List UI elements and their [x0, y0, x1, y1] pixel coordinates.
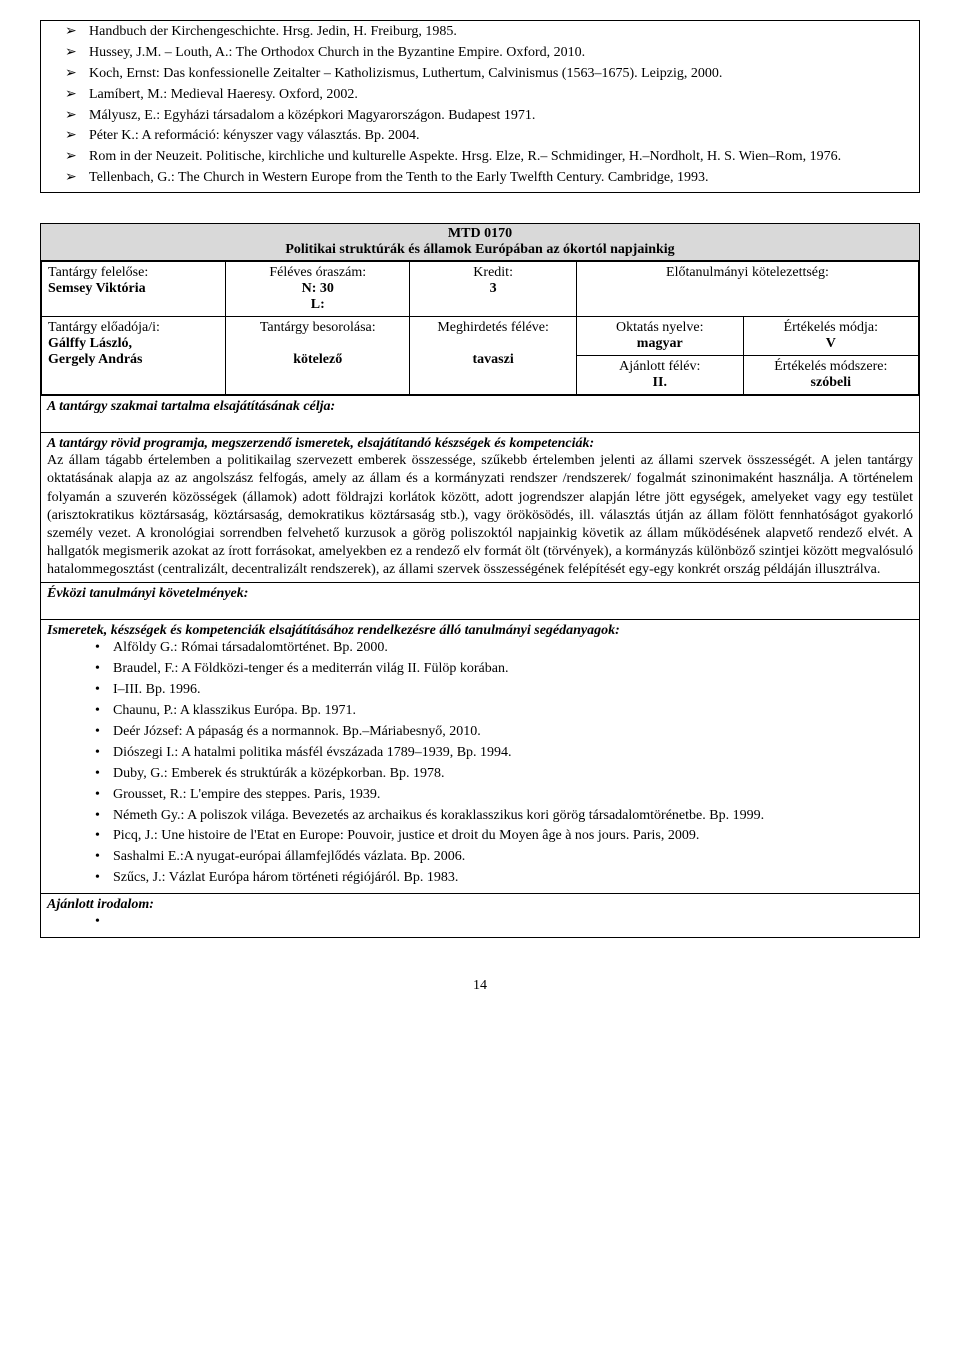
cell-lecturer: Tantárgy előadója/i: Gálffy László, Gerg…	[42, 317, 226, 395]
list-item: Deér József: A pápaság és a normannok. B…	[95, 723, 913, 742]
label-lecturer: Tantárgy előadója/i:	[48, 320, 160, 335]
value-semester: tavaszi	[473, 352, 514, 367]
label-credit: Kredit:	[473, 265, 513, 280]
cell-prereq: Előtanulmányi kötelezettség:	[576, 262, 918, 317]
label-language: Oktatás nyelve:	[616, 320, 703, 335]
label-assess-method: Értékelés módszere:	[774, 359, 887, 374]
recommended-list	[47, 913, 913, 932]
label-prereq: Előtanulmányi kötelezettség:	[666, 265, 829, 280]
list-item: Hussey, J.M. – Louth, A.: The Orthodox C…	[65, 44, 913, 63]
goal-title: A tantárgy szakmai tartalma elsajátításá…	[47, 399, 335, 414]
label-hours: Féléves óraszám:	[269, 265, 366, 280]
aids-title: Ismeretek, készségek és kompetenciák els…	[47, 623, 620, 638]
list-item: Alföldy G.: Római társadalomtörténet. Bp…	[95, 639, 913, 658]
section-midyear: Évközi tanulmányi követelmények:	[41, 582, 919, 619]
top-bibliography-box: Handbuch der Kirchengeschichte. Hrsg. Je…	[40, 20, 920, 193]
section-program: A tantárgy rövid programja, megszerzendő…	[41, 432, 919, 582]
course-info-grid: Tantárgy felelőse: Semsey Viktória Félév…	[41, 261, 919, 395]
value-responsible: Semsey Viktória	[48, 281, 146, 296]
value-recommended-sem: II.	[653, 375, 667, 390]
value-assess-mode: V	[826, 336, 836, 351]
list-item: Duby, G.: Emberek és struktúrák a középk…	[95, 765, 913, 784]
list-item: I–III. Bp. 1996.	[95, 681, 913, 700]
program-title: A tantárgy rövid programja, megszerzendő…	[47, 436, 594, 451]
list-item: Tellenbach, G.: The Church in Western Eu…	[65, 169, 913, 188]
cell-credit: Kredit: 3	[410, 262, 577, 317]
list-item: Picq, J.: Une histoire de l'Etat en Euro…	[95, 827, 913, 846]
cell-semester: Meghirdetés féléve: tavaszi	[410, 317, 577, 395]
course-title: Politikai struktúrák és államok Európába…	[45, 242, 915, 258]
list-item: Diószegi I.: A hatalmi politika másfél é…	[95, 744, 913, 763]
section-goal: A tantárgy szakmai tartalma elsajátításá…	[41, 395, 919, 432]
list-item	[95, 913, 913, 932]
page-number: 14	[40, 978, 920, 994]
midyear-title: Évközi tanulmányi követelmények:	[47, 586, 248, 601]
label-semester: Meghirdetés féléve:	[437, 320, 549, 335]
cell-assessment: Értékelés módja: V Értékelés módszere: s…	[743, 317, 918, 395]
top-bullet-list: Handbuch der Kirchengeschichte. Hrsg. Je…	[47, 23, 913, 188]
program-body: Az állam tágabb értelemben a politikaila…	[47, 452, 913, 579]
list-item: Németh Gy.: A poliszok világa. Bevezetés…	[95, 807, 913, 826]
cell-responsible: Tantárgy felelőse: Semsey Viktória	[42, 262, 226, 317]
list-item: Mályusz, E.: Egyházi társadalom a középk…	[65, 107, 913, 126]
list-item: Braudel, F.: A Földközi-tenger és a medi…	[95, 660, 913, 679]
label-responsible: Tantárgy felelőse:	[48, 265, 148, 280]
list-item: Rom in der Neuzeit. Politische, kirchlic…	[65, 148, 913, 167]
list-item: Chaunu, P.: A klasszikus Európa. Bp. 197…	[95, 702, 913, 721]
course-code: MTD 0170	[45, 226, 915, 242]
value-assess-method: szóbeli	[811, 375, 851, 390]
cell-hours: Féléves óraszám: N: 30 L:	[226, 262, 410, 317]
cell-classification: Tantárgy besorolása: kötelező	[226, 317, 410, 395]
section-aids: Ismeretek, készségek és kompetenciák els…	[41, 619, 919, 893]
course-header: MTD 0170 Politikai struktúrák és államok…	[41, 224, 919, 261]
label-classification: Tantárgy besorolása:	[260, 320, 376, 335]
value-language: magyar	[637, 336, 683, 351]
cell-lang-recsem: Oktatás nyelve: magyar Ajánlott félév: I…	[576, 317, 743, 395]
value-hours-l: L:	[311, 297, 325, 312]
value-hours-n: N: 30	[302, 281, 334, 296]
aids-list: Alföldy G.: Római társadalomtörténet. Bp…	[47, 639, 913, 888]
list-item: Grousset, R.: L'empire des steppes. Pari…	[95, 786, 913, 805]
course-card: MTD 0170 Politikai struktúrák és államok…	[40, 223, 920, 938]
value-credit: 3	[490, 281, 497, 296]
list-item: Szűcs, J.: Vázlat Európa három történeti…	[95, 869, 913, 888]
list-item: Péter K.: A reformáció: kényszer vagy vá…	[65, 127, 913, 146]
recommended-title: Ajánlott irodalom:	[47, 897, 154, 912]
section-recommended: Ajánlott irodalom:	[41, 893, 919, 937]
label-assess-mode: Értékelés módja:	[784, 320, 878, 335]
list-item: Handbuch der Kirchengeschichte. Hrsg. Je…	[65, 23, 913, 42]
label-recommended-sem: Ajánlott félév:	[619, 359, 700, 374]
list-item: Lamíbert, M.: Medieval Haeresy. Oxford, …	[65, 86, 913, 105]
value-lecturer1: Gálffy László,	[48, 336, 132, 351]
value-classification: kötelező	[293, 352, 342, 367]
list-item: Sashalmi E.:A nyugat-európai államfejlőd…	[95, 848, 913, 867]
value-lecturer2: Gergely András	[48, 352, 143, 367]
list-item: Koch, Ernst: Das konfessionelle Zeitalte…	[65, 65, 913, 84]
